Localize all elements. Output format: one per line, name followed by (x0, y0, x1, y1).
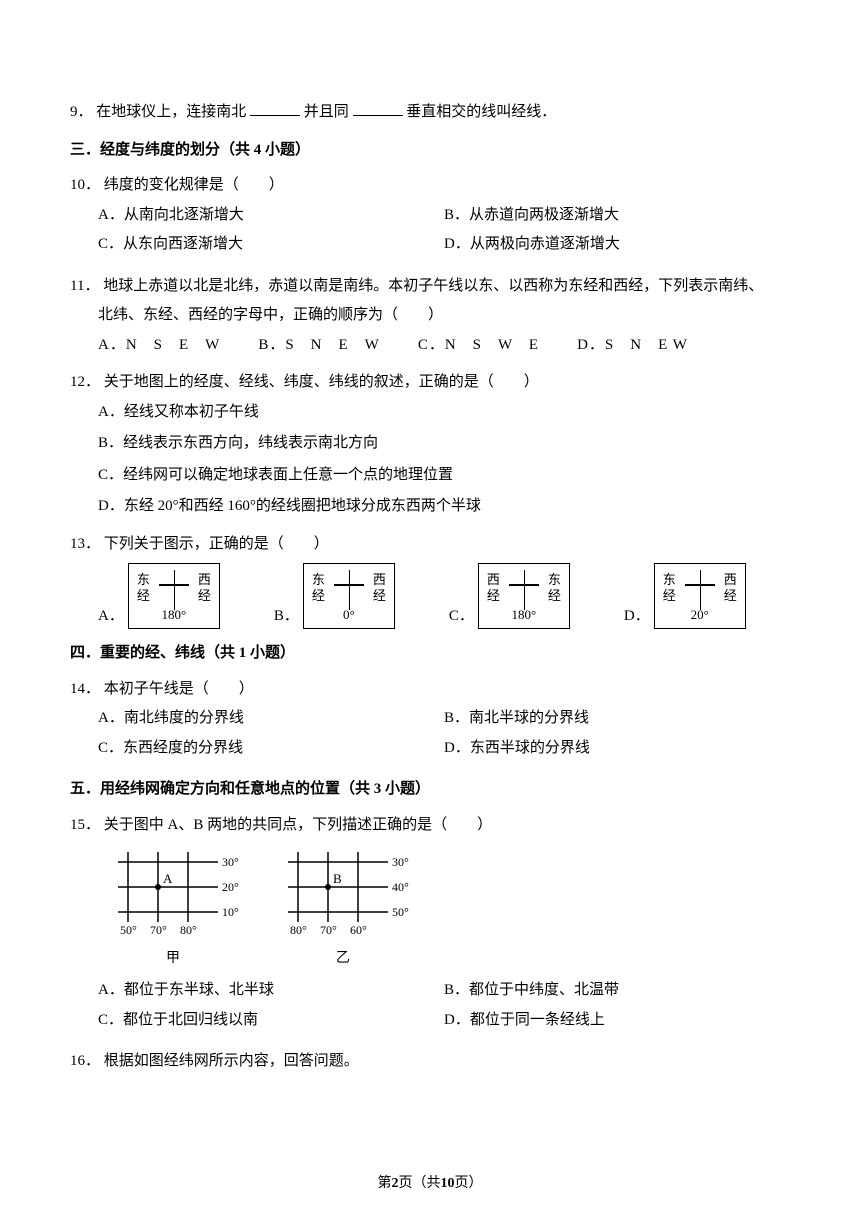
svg-text:50°: 50° (120, 923, 137, 937)
q11-num: 11． (70, 278, 99, 294)
q12-opt-c: C．经纬网可以确定地球表面上任意一个点的地理位置 (98, 463, 790, 489)
q13-label-3: D． (624, 604, 650, 630)
q10-opt-b: B．从赤道向两极逐渐增大 (444, 203, 790, 229)
q13-diagram-1: B．东经西经0° (274, 563, 395, 629)
q13-num: 13． (70, 536, 100, 552)
q15-opt-c: C．都位于北回归线以南 (98, 1008, 444, 1034)
q13-diagram-3: D．东经西经20° (624, 563, 746, 629)
svg-text:50°: 50° (392, 905, 409, 919)
q11-l1: 地球上赤道以北是北纬，赤道以南是南纬。本初子午线以东、以西称为东经和西经，下列表… (103, 278, 763, 294)
q10-num: 10． (70, 177, 100, 193)
q13-box-1: 东经西经0° (303, 563, 395, 629)
section-3-title: 三．经度与纬度的划分（共 4 小题） (70, 138, 790, 164)
q9-num: 9． (70, 104, 93, 120)
svg-text:40°: 40° (392, 880, 409, 894)
blank-2 (353, 101, 403, 116)
q16-text: 根据如图经纬网所示内容，回答问题。 (104, 1053, 359, 1069)
q10-opt-a: A．从南向北逐渐增大 (98, 203, 444, 229)
q10-text: 纬度的变化规律是（ ） (104, 177, 284, 193)
q13-diagram-0: A．东经西经180° (98, 563, 220, 629)
q14-text: 本初子午线是（ ） (104, 681, 254, 697)
q10-opt-d: D．从两极向赤道逐渐增大 (444, 232, 790, 258)
q11-opt-c: C．N S W E (418, 333, 539, 359)
footer-r: 页） (455, 1176, 483, 1191)
footer-m: 页（共 (399, 1176, 441, 1191)
q13-box-3: 东经西经20° (654, 563, 746, 629)
q12-opt-a: A．经线又称本初子午线 (98, 400, 790, 426)
grid-svg: 30° 40° 50° 80° 70° 60° B (268, 842, 418, 937)
blank-1 (250, 101, 300, 116)
q11-l2: 北纬、东经、西经的字母中，正确的顺序为（ ） (70, 303, 790, 329)
q14-opt-b: B．南北半球的分界线 (444, 706, 790, 732)
q15-num: 15． (70, 817, 100, 833)
q15-opt-a: A．都位于东半球、北半球 (98, 978, 444, 1004)
svg-text:80°: 80° (180, 923, 197, 937)
svg-text:30°: 30° (392, 855, 409, 869)
svg-text:A: A (163, 871, 173, 886)
svg-text:10°: 10° (222, 905, 239, 919)
svg-text:20°: 20° (222, 880, 239, 894)
question-14: 14． 本初子午线是（ ） A．南北纬度的分界线 B．南北半球的分界线 C．东西… (70, 677, 790, 766)
section-4-title: 四．重要的经、纬线（共 1 小题） (70, 641, 790, 667)
question-13: 13． 下列关于图示，正确的是（ ） A．东经西经180° B．东经西经0° C．西… (70, 532, 790, 630)
grid-caption: 乙 (268, 947, 418, 971)
q15-text: 关于图中 A、B 两地的共同点，下列描述正确的是（ ） (104, 817, 492, 833)
grid-svg: 30° 20° 10° 50° 70° 80° A (98, 842, 248, 937)
grid-caption: 甲 (98, 947, 248, 971)
q14-opt-c: C．东西经度的分界线 (98, 736, 444, 762)
page-footer: 第2页（共10页） (0, 1172, 860, 1196)
question-16: 16． 根据如图经纬网所示内容，回答问题。 (70, 1049, 790, 1075)
q16-num: 16． (70, 1053, 100, 1069)
q13-label-2: C． (449, 604, 474, 630)
q12-opt-d: D．东经 20°和西经 160°的经线圈把地球分成东西两个半球 (98, 494, 790, 520)
q13-text: 下列关于图示，正确的是（ ） (104, 536, 329, 552)
q13-diagram-2: C．西经东经180° (449, 563, 570, 629)
footer-page: 2 (392, 1176, 399, 1191)
q10-opt-c: C．从东向西逐渐增大 (98, 232, 444, 258)
q15-grid-g1: 30° 20° 10° 50° 70° 80° A 甲 (98, 842, 248, 970)
q9-t3: 垂直相交的线叫经线． (406, 104, 556, 120)
q15-opt-d: D．都位于同一条经线上 (444, 1008, 790, 1034)
q13-box-2: 西经东经180° (478, 563, 570, 629)
q15-grid-g2: 30° 40° 50° 80° 70° 60° B 乙 (268, 842, 418, 970)
q13-label-0: A． (98, 604, 124, 630)
q14-opt-a: A．南北纬度的分界线 (98, 706, 444, 732)
svg-text:60°: 60° (350, 923, 367, 937)
svg-text:30°: 30° (222, 855, 239, 869)
question-15: 15． 关于图中 A、B 两地的共同点，下列描述正确的是（ ） 30° 20° 10… (70, 813, 790, 1038)
svg-text:B: B (333, 871, 342, 886)
q15-opt-b: B．都位于中纬度、北温带 (444, 978, 790, 1004)
q12-text: 关于地图上的经度、经线、纬度、纬线的叙述，正确的是（ ） (104, 374, 539, 390)
svg-text:70°: 70° (320, 923, 337, 937)
q11-opt-a: A．N S E W (98, 333, 220, 359)
q12-num: 12． (70, 374, 100, 390)
footer-total: 10 (441, 1176, 455, 1191)
q13-box-0: 东经西经180° (128, 563, 220, 629)
question-12: 12． 关于地图上的经度、经线、纬度、纬线的叙述，正确的是（ ） A．经线又称本… (70, 370, 790, 520)
svg-text:80°: 80° (290, 923, 307, 937)
q11-opt-d: D．S N E W (577, 333, 688, 359)
question-11: 11． 地球上赤道以北是北纬，赤道以南是南纬。本初子午线以东、以西称为东经和西经… (70, 274, 790, 359)
section-5-title: 五．用经纬网确定方向和任意地点的位置（共 3 小题） (70, 777, 790, 803)
q9-t1: 在地球仪上，连接南北 (96, 104, 246, 120)
question-10: 10． 纬度的变化规律是（ ） A．从南向北逐渐增大 B．从赤道向两极逐渐增大 … (70, 173, 790, 262)
q14-num: 14． (70, 681, 100, 697)
q12-opt-b: B．经线表示东西方向，纬线表示南北方向 (98, 431, 790, 457)
q14-opt-d: D．东西半球的分界线 (444, 736, 790, 762)
svg-text:70°: 70° (150, 923, 167, 937)
footer-l: 第 (378, 1176, 392, 1191)
q13-label-1: B． (274, 604, 299, 630)
question-9: 9． 在地球仪上，连接南北 并且同 垂直相交的线叫经线． (70, 100, 790, 126)
q9-t2: 并且同 (304, 104, 349, 120)
q11-opt-b: B．S N E W (258, 333, 380, 359)
